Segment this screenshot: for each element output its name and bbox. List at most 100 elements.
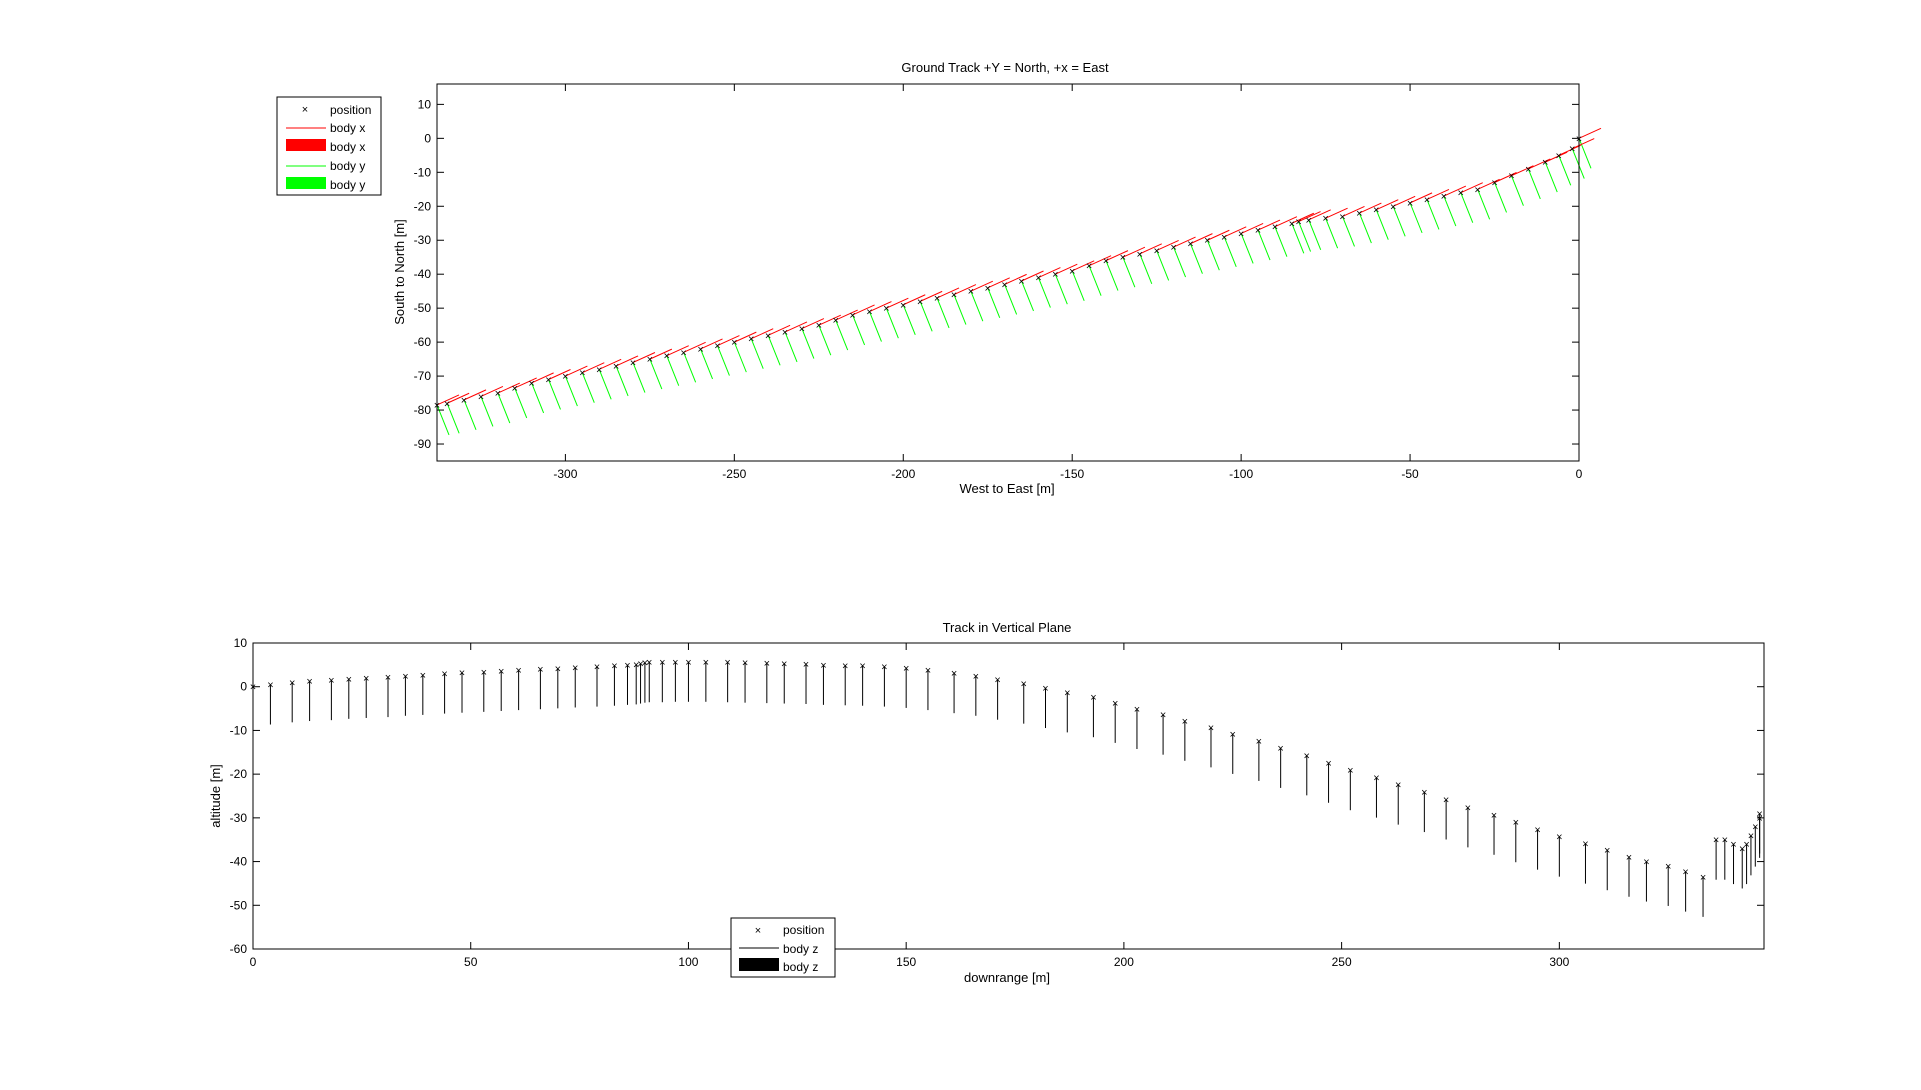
body-axis-line bbox=[1510, 175, 1524, 206]
position-marker: × bbox=[495, 388, 501, 400]
position-marker: × bbox=[1160, 710, 1166, 722]
body-axis-line bbox=[615, 365, 629, 397]
position-marker: × bbox=[1018, 276, 1024, 288]
body-axis-line bbox=[1325, 217, 1339, 249]
body-axis-line bbox=[1376, 199, 1399, 211]
y-tick-label: -30 bbox=[230, 811, 248, 825]
body-axis-line bbox=[869, 311, 882, 342]
body-axis-line bbox=[514, 377, 537, 389]
position-marker: × bbox=[1373, 205, 1379, 217]
y-tick-label: 0 bbox=[240, 680, 247, 694]
body-axis-line bbox=[1375, 209, 1389, 240]
position-marker: × bbox=[528, 378, 534, 390]
ground-track-arrows bbox=[436, 127, 1602, 436]
body-axis-line bbox=[818, 324, 832, 356]
body-axis-line bbox=[835, 309, 858, 321]
body-axis-line bbox=[1571, 148, 1585, 179]
x-tick-label: 300 bbox=[1549, 955, 1569, 969]
position-marker: × bbox=[1604, 845, 1610, 857]
body-axis-line bbox=[1189, 243, 1203, 274]
position-marker: × bbox=[402, 671, 408, 683]
legend-label-position: position bbox=[330, 103, 371, 117]
position-marker: × bbox=[596, 364, 602, 376]
body-axis-line bbox=[1004, 284, 1018, 315]
y-tick-label: -80 bbox=[414, 403, 432, 417]
position-marker: × bbox=[1256, 736, 1262, 748]
body-axis-line bbox=[919, 290, 943, 302]
body-axis-line bbox=[1257, 229, 1271, 261]
ground-track-markers: × × × × × × × × × × × × × × × × × × × × × × × × × × × × × × × × × × × × × × × ×… bbox=[434, 133, 1582, 412]
position-marker: × bbox=[714, 341, 720, 353]
position-marker: × bbox=[1556, 832, 1562, 844]
body-axis-line bbox=[767, 324, 791, 336]
body-axis-line bbox=[953, 294, 967, 325]
body-axis-line bbox=[1325, 207, 1348, 219]
body-axis-line bbox=[1511, 165, 1534, 177]
legend-marker-position: × bbox=[302, 104, 308, 116]
position-marker: × bbox=[1752, 822, 1758, 834]
position-marker: × bbox=[1289, 218, 1295, 230]
body-axis-line bbox=[683, 341, 706, 353]
position-marker: × bbox=[1513, 817, 1519, 829]
position-marker: × bbox=[1730, 839, 1736, 851]
position-marker: × bbox=[1090, 692, 1096, 704]
position-marker: × bbox=[1373, 773, 1379, 785]
body-axis-line bbox=[649, 348, 673, 360]
x-tick-label: -50 bbox=[1401, 467, 1419, 481]
position-marker: × bbox=[859, 661, 865, 673]
body-axis-line bbox=[1342, 216, 1355, 247]
position-marker: × bbox=[842, 660, 848, 672]
body-axis-line bbox=[1156, 250, 1170, 281]
position-marker: × bbox=[1052, 269, 1058, 281]
position-marker: × bbox=[1295, 217, 1301, 229]
body-axis-line bbox=[1545, 151, 1568, 163]
body-axis-line bbox=[717, 335, 740, 346]
position-marker: × bbox=[1556, 150, 1562, 162]
legend-label-body-z-line: body z bbox=[783, 942, 818, 956]
body-axis-line bbox=[1443, 185, 1467, 197]
body-axis-line bbox=[1190, 233, 1213, 245]
body-axis-line bbox=[869, 301, 892, 313]
body-axis-line bbox=[1240, 233, 1254, 264]
position-marker: × bbox=[346, 674, 352, 686]
position-marker: × bbox=[646, 657, 652, 669]
position-marker: × bbox=[781, 659, 787, 671]
position-marker: × bbox=[1748, 830, 1754, 842]
position-marker: × bbox=[363, 673, 369, 685]
position-marker: × bbox=[545, 374, 551, 386]
body-axis-line bbox=[1359, 202, 1382, 214]
legend-label-body-y-line: body y bbox=[330, 159, 365, 173]
y-tick-label: -20 bbox=[414, 199, 432, 213]
position-marker: × bbox=[1069, 266, 1075, 278]
position-marker: × bbox=[985, 283, 991, 295]
body-axis-line bbox=[1460, 192, 1474, 223]
position-marker: × bbox=[328, 675, 334, 687]
position-marker: × bbox=[1021, 679, 1027, 691]
position-marker: × bbox=[1103, 256, 1109, 268]
body-axis-line bbox=[1122, 246, 1146, 258]
body-axis-line bbox=[936, 287, 960, 299]
body-axis-line bbox=[1224, 226, 1247, 238]
body-axis-line bbox=[919, 301, 933, 332]
body-axis-line bbox=[734, 331, 757, 343]
position-marker: × bbox=[1187, 239, 1193, 251]
body-axis-line bbox=[1409, 192, 1433, 204]
body-axis-line bbox=[1527, 168, 1541, 200]
body-axis-line bbox=[1298, 221, 1312, 252]
y-tick-label: -70 bbox=[414, 369, 432, 383]
body-axis-line bbox=[581, 372, 595, 403]
body-axis-line bbox=[1342, 206, 1365, 217]
body-axis-line bbox=[835, 319, 849, 351]
y-tick-label: -10 bbox=[414, 165, 432, 179]
position-marker: × bbox=[1035, 273, 1041, 285]
position-marker: × bbox=[1582, 839, 1588, 851]
body-axis-line bbox=[1578, 127, 1602, 139]
position-marker: × bbox=[1407, 198, 1413, 210]
position-marker: × bbox=[1395, 780, 1401, 792]
position-marker: × bbox=[1508, 171, 1514, 183]
position-marker: × bbox=[951, 290, 957, 302]
position-marker: × bbox=[782, 327, 788, 339]
position-marker: × bbox=[1700, 872, 1706, 884]
position-marker: × bbox=[1525, 164, 1531, 176]
legend-patch-body-z bbox=[739, 958, 779, 971]
